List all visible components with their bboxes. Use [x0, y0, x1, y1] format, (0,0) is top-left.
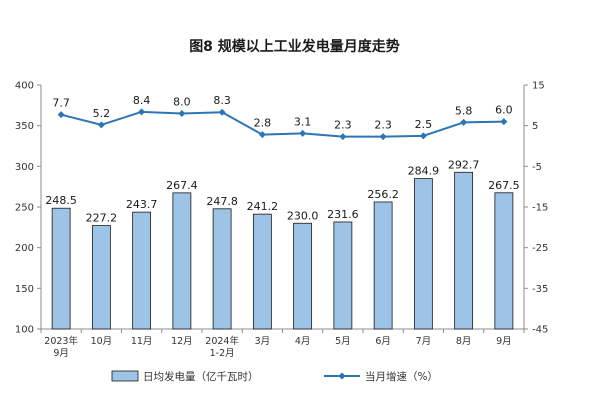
growth-value-label: 2.3 — [374, 119, 392, 132]
growth-point — [138, 108, 146, 116]
x-tick-label: 7月 — [416, 336, 432, 347]
bar-value-label: 256.2 — [367, 188, 399, 201]
growth-point — [419, 132, 427, 140]
right-tick-label: 5 — [532, 121, 538, 132]
left-tick-label: 400 — [15, 81, 34, 92]
left-tick-label: 100 — [15, 325, 34, 336]
growth-value-label: 6.0 — [495, 104, 513, 117]
bar-value-label: 284.9 — [408, 165, 440, 178]
right-tick-label: -5 — [532, 162, 542, 173]
legend-line-marker — [338, 372, 346, 380]
x-tick-label: 12月 — [171, 336, 193, 347]
left-tick-label: 150 — [15, 284, 34, 295]
x-tick-label: 11月 — [131, 336, 153, 347]
bar — [413, 178, 433, 330]
bar — [132, 211, 152, 330]
left-tick-label: 200 — [15, 243, 34, 254]
right-tick-label: -35 — [532, 284, 548, 295]
growth-value-label: 2.3 — [334, 119, 352, 132]
growth-value-label: 3.1 — [294, 115, 312, 128]
x-tick-label: 9月 — [496, 336, 512, 347]
bar — [494, 192, 514, 330]
legend: 日均发电量（亿千瓦时） 当月增速（%） — [111, 370, 438, 383]
legend-line-label: 当月增速（%） — [365, 370, 438, 383]
growth-value-label: 8.0 — [173, 95, 191, 108]
growth-point — [178, 109, 186, 117]
bar-value-label: 247.8 — [206, 195, 238, 208]
x-tick-label: 9月 — [53, 348, 69, 359]
bar — [373, 201, 393, 330]
right-tick-label: 15 — [532, 81, 545, 92]
growth-point — [57, 111, 65, 119]
x-tick-label: 2023年 — [44, 335, 78, 347]
growth-point — [339, 133, 347, 141]
growth-point — [258, 131, 266, 139]
bar-value-label: 267.4 — [166, 179, 198, 192]
bars: 248.5 227.2 243.7 267.4 247.8 241.2 230.0 231.6… — [45, 158, 520, 330]
left-tick-label: 250 — [15, 203, 34, 214]
x-tick-label: 4月 — [295, 336, 311, 347]
growth-point — [299, 129, 307, 137]
axes: 100 150 200 250 300 350 400 -45 -35 -25 -15 -5 5 15 20… — [15, 81, 548, 360]
bar-value-label: 243.7 — [126, 198, 158, 211]
growth-line: 7.7 5.2 8.4 8.0 8.3 2.8 3.1 2.3 2.3 2.5 5.8 6.0 — [52, 94, 513, 141]
bar — [212, 208, 232, 330]
left-tick-label: 350 — [15, 121, 34, 132]
x-tick-label: 3月 — [255, 336, 271, 347]
x-tick-label: 6月 — [375, 336, 391, 347]
growth-point — [379, 133, 387, 141]
bar-value-label: 241.2 — [247, 200, 279, 213]
growth-value-label: 5.8 — [455, 104, 473, 117]
right-tick-label: -25 — [532, 243, 548, 254]
growth-point — [97, 121, 105, 129]
bar-value-label: 267.5 — [488, 179, 520, 192]
growth-value-label: 8.4 — [133, 94, 151, 107]
bar — [293, 222, 313, 330]
growth-value-label: 8.3 — [213, 94, 231, 107]
bar — [172, 192, 192, 330]
bar-value-label: 230.0 — [287, 209, 319, 222]
x-tick-label: 8月 — [456, 336, 472, 347]
bar — [252, 213, 272, 330]
bar-value-label: 248.5 — [45, 194, 77, 207]
growth-value-label: 2.8 — [254, 117, 272, 130]
bar — [333, 221, 353, 330]
bar — [91, 225, 111, 330]
growth-point — [460, 118, 468, 126]
growth-value-label: 5.2 — [93, 107, 111, 120]
bar — [51, 207, 71, 330]
chart-title: 图8 规模以上工业发电量月度走势 — [189, 39, 400, 55]
left-tick-label: 300 — [15, 162, 34, 173]
growth-point — [500, 118, 508, 126]
x-tick-label: 5月 — [335, 336, 351, 347]
legend-bar-label: 日均发电量（亿千瓦时） — [143, 370, 259, 383]
growth-value-label: 2.5 — [415, 118, 433, 131]
right-tick-label: -15 — [532, 203, 548, 214]
right-tick-label: -45 — [532, 325, 548, 336]
bar — [454, 171, 474, 330]
growth-line-path — [60, 110, 504, 138]
x-tick-label: 1-2月 — [210, 348, 235, 359]
x-tick-label: 10月 — [91, 336, 113, 347]
bar-value-label: 231.6 — [327, 208, 359, 221]
bar-value-label: 227.2 — [86, 212, 118, 225]
growth-point — [218, 108, 226, 116]
legend-bar-swatch — [111, 370, 139, 382]
x-tick-label: 2024年 — [205, 335, 239, 347]
growth-value-label: 7.7 — [52, 97, 70, 110]
bar-value-label: 292.7 — [448, 158, 480, 171]
